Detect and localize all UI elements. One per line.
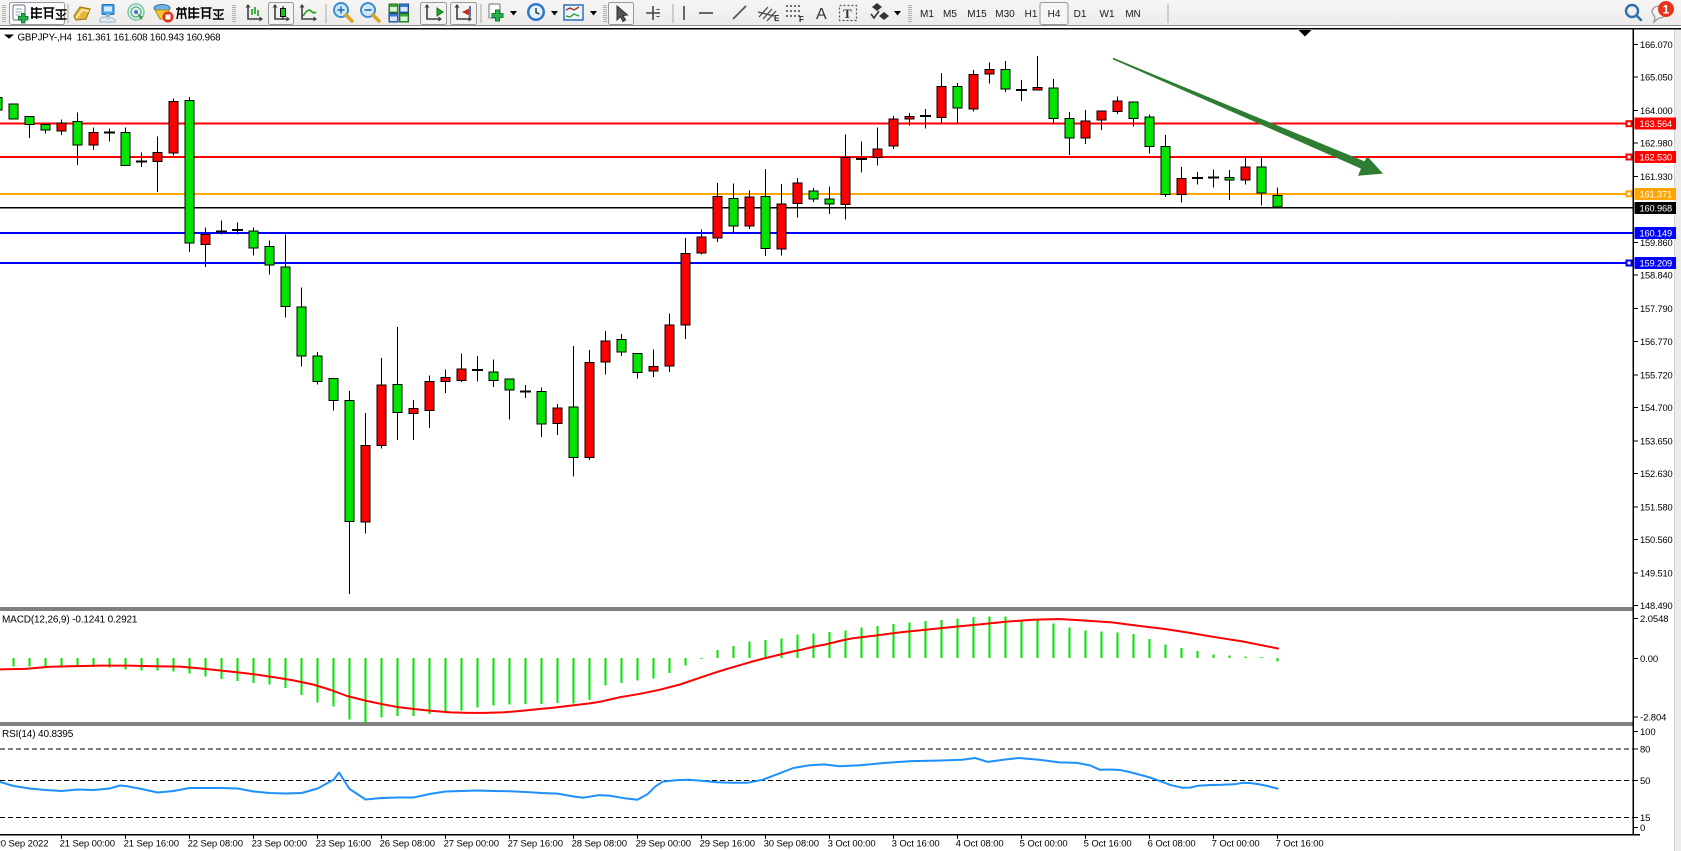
- svg-text:D1: D1: [1074, 9, 1087, 20]
- svg-text:5 Oct 00:00: 5 Oct 00:00: [1020, 839, 1068, 850]
- svg-text:162.980: 162.980: [1640, 139, 1673, 149]
- svg-text:161.930: 161.930: [1640, 172, 1673, 182]
- svg-text:164.000: 164.000: [1640, 106, 1673, 116]
- svg-text:157.790: 157.790: [1640, 304, 1673, 314]
- svg-text:28 Sep 08:00: 28 Sep 08:00: [572, 839, 627, 850]
- svg-text:162.530: 162.530: [1640, 153, 1673, 163]
- svg-text:29 Sep 16:00: 29 Sep 16:00: [700, 839, 755, 850]
- svg-text:H1: H1: [1025, 9, 1038, 20]
- svg-text:H4: H4: [1048, 9, 1061, 20]
- svg-text:80: 80: [1640, 745, 1650, 756]
- svg-text:165.050: 165.050: [1640, 73, 1673, 83]
- svg-text:1: 1: [1663, 3, 1670, 17]
- svg-text:160.149: 160.149: [1640, 229, 1673, 239]
- svg-text:150.560: 150.560: [1640, 535, 1673, 545]
- svg-text:0.00: 0.00: [1640, 654, 1658, 665]
- svg-text:27 Sep 16:00: 27 Sep 16:00: [508, 839, 563, 850]
- svg-text:50: 50: [1640, 776, 1650, 787]
- svg-text:M30: M30: [995, 9, 1015, 20]
- svg-text:GBPJPY-,H4 161.361 161.608 16: GBPJPY-,H4 161.361 161.608 160.943 160.9…: [18, 33, 222, 44]
- svg-text:MN: MN: [1125, 9, 1141, 20]
- svg-text:RSI(14) 40.8395: RSI(14) 40.8395: [2, 729, 74, 740]
- svg-text:100: 100: [1640, 727, 1656, 738]
- svg-text:0: 0: [1640, 823, 1645, 834]
- svg-text:156.770: 156.770: [1640, 337, 1673, 347]
- svg-text:163.564: 163.564: [1640, 119, 1673, 129]
- svg-text:3 Oct 16:00: 3 Oct 16:00: [892, 839, 940, 850]
- svg-text:7 Oct 16:00: 7 Oct 16:00: [1276, 839, 1324, 850]
- svg-text:-2.804: -2.804: [1640, 712, 1666, 723]
- svg-text:W1: W1: [1100, 9, 1115, 20]
- svg-text:166.070: 166.070: [1640, 40, 1673, 50]
- svg-text:4 Oct 08:00: 4 Oct 08:00: [956, 839, 1004, 850]
- svg-text:152.630: 152.630: [1640, 469, 1673, 479]
- svg-text:29 Sep 00:00: 29 Sep 00:00: [636, 839, 691, 850]
- svg-text:158.840: 158.840: [1640, 271, 1673, 281]
- svg-text:153.650: 153.650: [1640, 436, 1673, 446]
- svg-text:26 Sep 08:00: 26 Sep 08:00: [380, 839, 435, 850]
- svg-text:20 Sep 2022: 20 Sep 2022: [0, 839, 48, 850]
- svg-text:30 Sep 08:00: 30 Sep 08:00: [764, 839, 819, 850]
- svg-text:148.490: 148.490: [1640, 601, 1673, 611]
- svg-text:T: T: [843, 6, 852, 21]
- svg-text:22 Sep 08:00: 22 Sep 08:00: [188, 839, 243, 850]
- svg-text:159.209: 159.209: [1640, 259, 1673, 269]
- svg-text:M5: M5: [943, 9, 957, 20]
- svg-text:23 Sep 00:00: 23 Sep 00:00: [252, 839, 307, 850]
- svg-text:154.700: 154.700: [1640, 403, 1673, 413]
- svg-text:21 Sep 00:00: 21 Sep 00:00: [60, 839, 115, 850]
- svg-text:149.510: 149.510: [1640, 568, 1673, 578]
- svg-text:2.0548: 2.0548: [1640, 614, 1668, 625]
- svg-text:7 Oct 00:00: 7 Oct 00:00: [1212, 839, 1260, 850]
- svg-text:161.371: 161.371: [1640, 189, 1673, 199]
- svg-text:23 Sep 16:00: 23 Sep 16:00: [316, 839, 371, 850]
- svg-text:21 Sep 16:00: 21 Sep 16:00: [124, 839, 179, 850]
- svg-text:MACD(12,26,9) -0.1241 0.2921: MACD(12,26,9) -0.1241 0.2921: [2, 615, 138, 626]
- svg-text:6 Oct 08:00: 6 Oct 08:00: [1148, 839, 1196, 850]
- svg-text:155.720: 155.720: [1640, 370, 1673, 380]
- svg-text:151.580: 151.580: [1640, 502, 1673, 512]
- svg-text:M1: M1: [920, 9, 934, 20]
- svg-text:M15: M15: [967, 9, 987, 20]
- svg-text:159.860: 159.860: [1640, 238, 1673, 248]
- svg-text:F: F: [799, 15, 804, 24]
- svg-text:E: E: [774, 14, 780, 23]
- svg-text:27 Sep 00:00: 27 Sep 00:00: [444, 839, 499, 850]
- svg-text:5 Oct 16:00: 5 Oct 16:00: [1084, 839, 1132, 850]
- svg-text:15: 15: [1640, 813, 1650, 824]
- svg-text:3 Oct 00:00: 3 Oct 00:00: [828, 839, 876, 850]
- svg-text:160.968: 160.968: [1640, 203, 1673, 213]
- svg-text:A: A: [816, 6, 827, 23]
